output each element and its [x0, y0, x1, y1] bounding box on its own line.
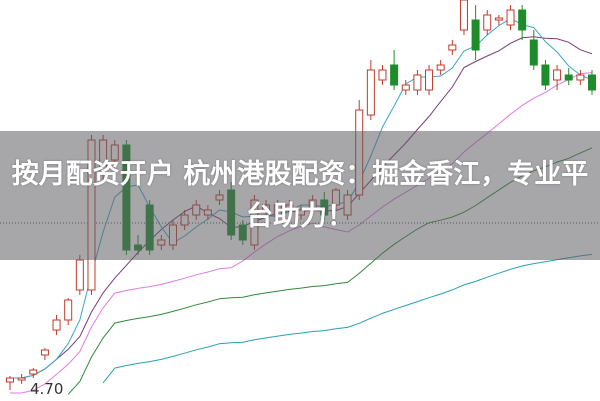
candle-body	[448, 44, 457, 51]
candle-body	[366, 69, 375, 116]
candle-body	[29, 369, 38, 375]
article-title: 按月配资开户 杭州港股配资：掘金香江，专业平台助力！	[11, 158, 589, 232]
candle-body	[17, 377, 26, 381]
candle-body	[564, 74, 573, 81]
title-overlay: 按月配资开户 杭州港股配资：掘金香江，专业平台助力！	[0, 131, 600, 260]
candle-body	[576, 74, 585, 81]
candle-body	[6, 377, 14, 383]
candle-body	[52, 319, 61, 331]
candle-body	[541, 64, 550, 86]
candle-body	[64, 299, 73, 321]
candle-body	[518, 9, 527, 31]
candle-body	[483, 14, 492, 31]
candle-body	[459, 0, 468, 31]
candle-body	[425, 69, 434, 91]
candle-body	[378, 69, 387, 81]
candle-body	[529, 39, 538, 66]
candle-body	[553, 69, 562, 81]
candle-body	[436, 64, 445, 71]
candle-body	[494, 17, 503, 21]
candle-body	[506, 9, 515, 26]
candle-body	[413, 74, 422, 91]
ma120-line	[102, 253, 593, 384]
candle-body	[390, 64, 399, 86]
price-label: 4.70	[30, 380, 64, 398]
candle-body	[471, 19, 480, 51]
candle-body	[401, 84, 410, 91]
candle-body	[40, 349, 49, 356]
candle-body	[75, 259, 84, 291]
candle-body	[588, 74, 596, 91]
